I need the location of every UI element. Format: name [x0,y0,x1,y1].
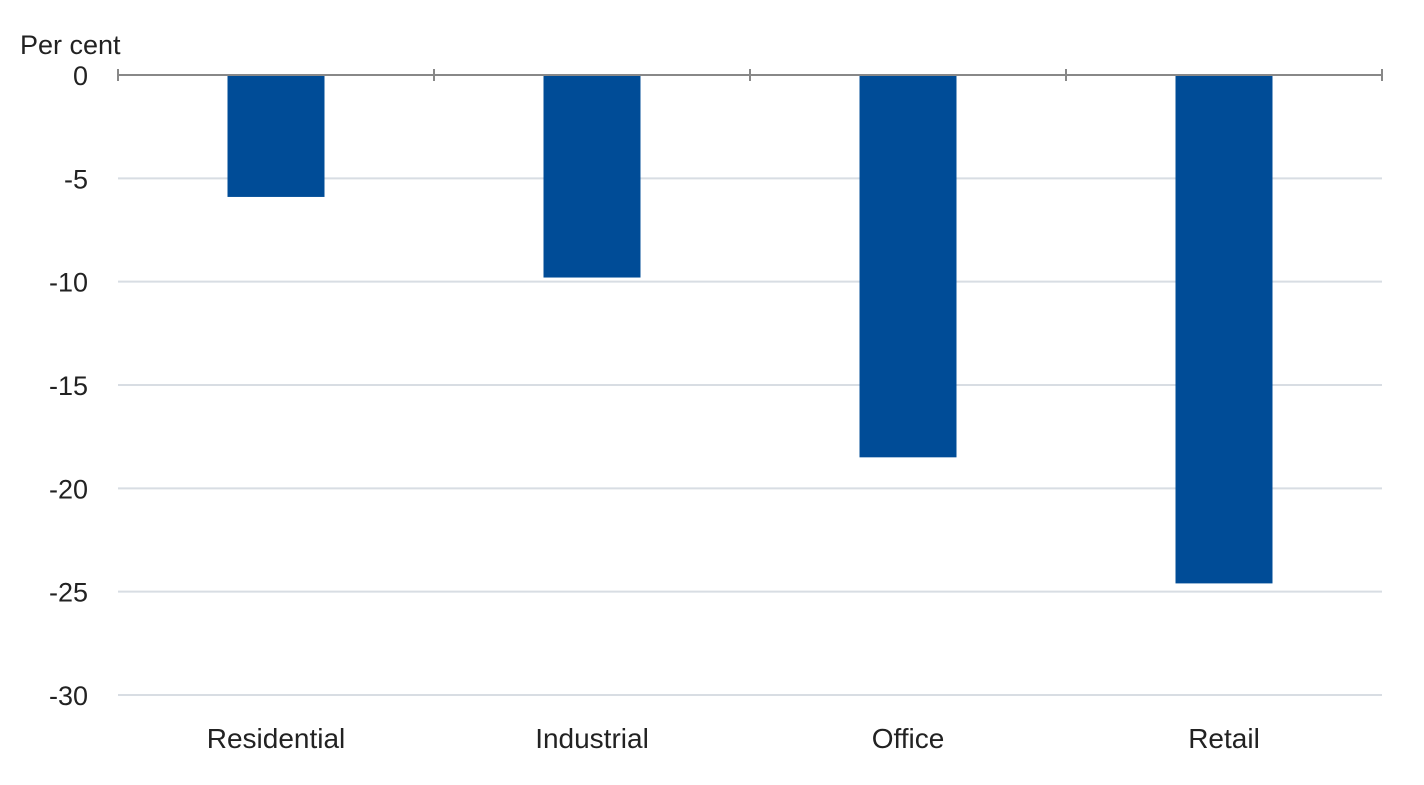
category-label-office: Office [872,723,945,754]
bar-office [859,75,957,458]
bars [227,75,1273,584]
category-label-industrial: Industrial [535,723,649,754]
y-tick-label: -25 [49,578,88,608]
bar-industrial [543,75,641,278]
y-tick-label: -10 [49,268,88,298]
bar-retail [1175,75,1273,584]
x-axis [117,69,1383,81]
x-axis-category-labels: Residential Industrial Office Retail [207,723,1260,754]
y-axis-unit-label: Per cent [20,30,121,60]
y-axis-tick-labels: 0 -5 -10 -15 -20 -25 -30 [49,61,88,711]
y-tick-label: -5 [64,164,88,194]
y-tick-label: -20 [49,474,88,504]
y-tick-label: -30 [49,681,88,711]
bar-residential [227,75,325,197]
y-tick-label: -15 [49,371,88,401]
category-label-residential: Residential [207,723,346,754]
category-label-retail: Retail [1188,723,1260,754]
gridlines [118,177,1382,696]
y-tick-label: 0 [73,61,88,91]
